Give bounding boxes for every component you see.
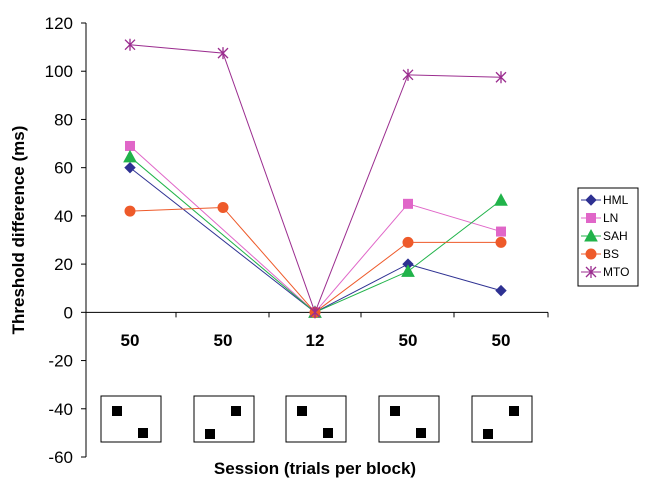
stimulus-icon-two-squares-left-high: [285, 395, 347, 443]
data-point: [124, 38, 136, 51]
x-axis-title: Session (trials per block): [214, 459, 416, 478]
series-mto: [124, 38, 507, 319]
data-point: [124, 161, 136, 174]
data-point: [124, 205, 136, 217]
data-point: [401, 264, 415, 277]
y-tick-label: -20: [48, 352, 73, 371]
series-layer: [123, 38, 508, 319]
legend-entry: LN: [581, 211, 618, 225]
data-point: [495, 284, 507, 297]
legend-label: HML: [603, 193, 629, 207]
series-line: [129, 167, 502, 313]
y-tick-label: 0: [64, 303, 73, 322]
y-tick-label: -60: [48, 448, 73, 467]
legend-marker: [586, 213, 596, 223]
category-label: 50: [492, 331, 511, 350]
y-tick-label: 120: [45, 14, 73, 33]
series-line: [129, 145, 502, 314]
data-point: [494, 193, 508, 206]
legend-label: SAH: [603, 229, 628, 243]
category-label: 50: [399, 331, 418, 350]
y-tick-label: 60: [54, 159, 73, 178]
legend-entry: MTO: [581, 265, 629, 279]
legend: HML LN SAH BS MTO: [577, 187, 639, 287]
stimulus-icons: [100, 395, 533, 443]
data-point: [402, 236, 414, 248]
y-tick-label: 100: [45, 62, 73, 81]
y-tick-label: 40: [54, 207, 73, 226]
legend-marker: [584, 228, 598, 242]
legend-entry: BS: [581, 247, 619, 261]
stimulus-icon-two-squares-right-high: [471, 395, 533, 443]
y-tick-label: 80: [54, 110, 73, 129]
legend-entry: SAH: [581, 228, 628, 243]
data-point: [496, 226, 506, 237]
category-labels: 50 50 12 50 50: [121, 331, 511, 350]
legend-marker: [585, 266, 597, 278]
data-point: [403, 198, 413, 209]
y-axis-title: Threshold difference (ms): [9, 126, 28, 335]
data-point: [402, 68, 414, 81]
legend-marker: [585, 248, 597, 260]
legend-label: LN: [603, 211, 618, 225]
data-point: [123, 149, 137, 163]
series-line: [129, 44, 502, 314]
legend-entry: HML: [581, 193, 629, 207]
stimulus-icon-two-squares-left-high: [100, 395, 162, 443]
y-tick-label: 20: [54, 255, 73, 274]
series-sah: [123, 149, 508, 318]
stimulus-icon-two-squares-left-high: [378, 395, 440, 443]
series-ln: [125, 140, 506, 318]
data-point: [309, 306, 321, 319]
y-tick-label: -40: [48, 400, 73, 419]
legend-label: BS: [603, 247, 619, 261]
legend-label: MTO: [603, 265, 629, 279]
y-axis: -60 -40 -20 0 20 40 60 80 100 120: [45, 14, 87, 467]
data-point: [217, 47, 229, 60]
legend-marker: [585, 194, 597, 206]
data-point: [495, 71, 507, 84]
category-label: 50: [121, 331, 140, 350]
data-point: [125, 140, 135, 151]
series-bs: [124, 201, 507, 318]
data-point: [217, 201, 229, 213]
series-line: [129, 206, 501, 314]
series-line: [129, 156, 502, 313]
category-label: 50: [214, 331, 233, 350]
data-point: [495, 236, 507, 248]
category-label: 12: [306, 331, 325, 350]
stimulus-icon-two-squares-right-high: [193, 395, 255, 443]
